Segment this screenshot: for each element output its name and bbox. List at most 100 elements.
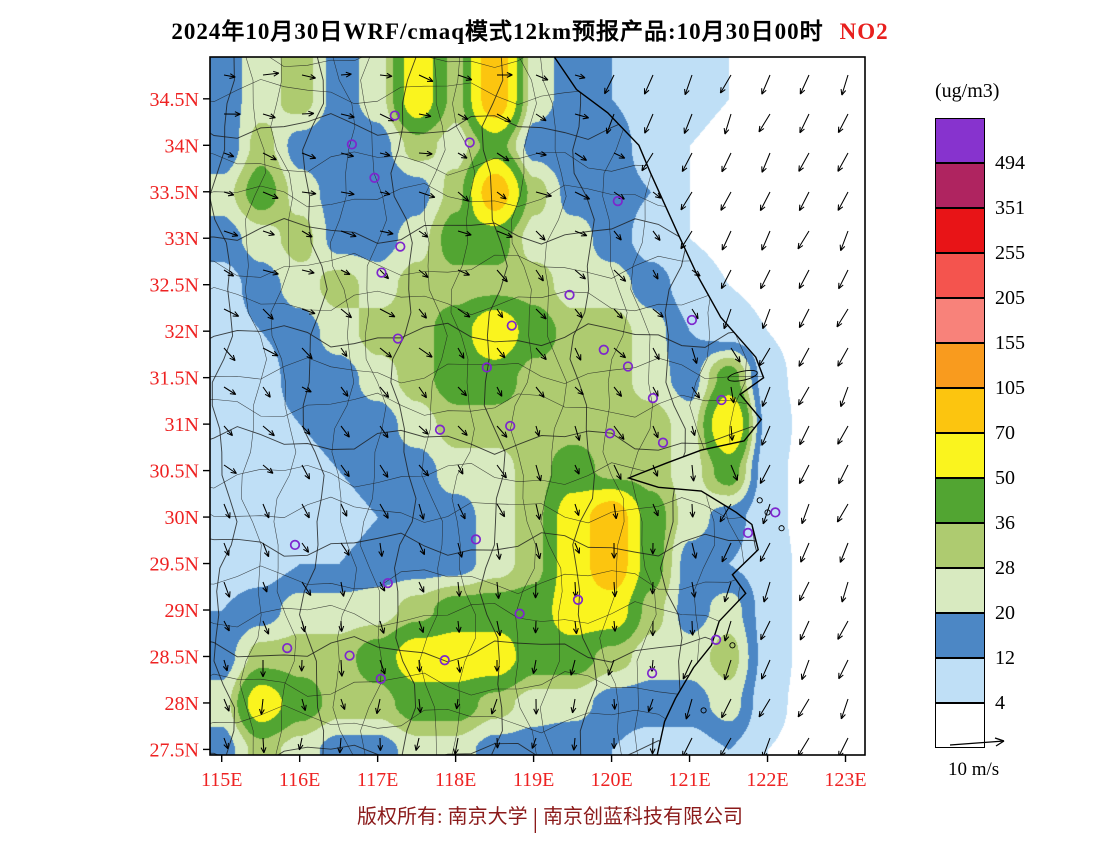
legend-color-box — [935, 433, 985, 478]
coastline — [553, 57, 765, 755]
station-marker — [598, 344, 609, 355]
copyright-footer: 版权所有: 南京大学 | 南京创蓝科技有限公司 — [0, 800, 1100, 834]
lat-axis-label: 34.5N — [150, 89, 199, 111]
chart-title-text: 2024年10月30日WRF/cmaq模式12km预报产品:10月30日00时 — [171, 19, 824, 44]
legend-color-box — [935, 208, 985, 253]
legend-color-box — [935, 118, 985, 163]
legend-value-label: 155 — [995, 332, 1025, 354]
station-marker — [572, 594, 584, 605]
station-marker — [369, 172, 380, 183]
station-marker — [439, 655, 450, 666]
station-marker — [376, 267, 387, 278]
station-marker — [346, 139, 358, 150]
concentration-field-canvas — [210, 57, 865, 755]
lat-axis-label: 31N — [165, 414, 199, 436]
legend-value-label: 105 — [995, 377, 1025, 399]
lat-axis-label: 30N — [165, 507, 199, 529]
station-marker — [470, 534, 482, 545]
legend-color-box — [935, 703, 985, 748]
copyright-right: 南京创蓝科技有限公司 — [542, 806, 743, 828]
station-marker — [710, 634, 722, 645]
wind-reference: 10 m/s — [948, 736, 1038, 781]
station-marker — [604, 428, 616, 439]
legend-value-label: 255 — [995, 242, 1025, 264]
station-marker — [395, 241, 406, 252]
legend-value-label: 28 — [995, 557, 1015, 579]
legend-value-label: 351 — [995, 197, 1025, 219]
station-marker — [289, 539, 301, 551]
lon-axis-label: 120E — [590, 769, 632, 791]
wind-reference-arrow-icon — [949, 737, 1005, 747]
legend-color-box — [935, 388, 985, 433]
copyright-separator: | — [532, 803, 538, 833]
island-outline — [729, 642, 736, 649]
lat-axis-label: 30.5N — [150, 461, 199, 483]
lon-axis-label: 118E — [435, 769, 476, 791]
legend-value-label: 36 — [995, 512, 1015, 534]
station-marker — [716, 394, 727, 406]
lat-axis-label: 29.5N — [150, 554, 199, 576]
pollutant-label: NO2 — [839, 19, 889, 44]
station-marker — [612, 195, 623, 207]
lat-axis-label: 32.5N — [150, 275, 199, 297]
legend-color-box — [935, 478, 985, 523]
lat-axis-label: 27.5N — [150, 739, 199, 761]
station-marker — [647, 392, 659, 404]
lon-axis-label: 116E — [279, 769, 320, 791]
station-marker — [686, 314, 698, 326]
legend-value-label: 50 — [995, 467, 1015, 489]
lon-axis-label: 123E — [824, 769, 866, 791]
station-marker — [464, 137, 475, 148]
station-marker — [382, 577, 393, 589]
legend-value-label: 494 — [995, 152, 1025, 174]
lon-axis-label: 117E — [357, 769, 398, 791]
lat-axis-label: 33N — [165, 228, 199, 250]
lat-axis-label: 34N — [165, 135, 199, 157]
legend-color-box — [935, 658, 985, 703]
station-marker — [564, 289, 575, 301]
lon-axis-label: 121E — [668, 769, 710, 791]
legend-value-label: 20 — [995, 602, 1015, 624]
lat-axis-label: 32N — [165, 321, 199, 343]
legend-color-scale — [935, 118, 985, 748]
wind-vector-field — [222, 70, 849, 755]
legend-color-box — [935, 253, 985, 298]
legend-value-label: 70 — [995, 422, 1015, 444]
station-marker — [434, 424, 446, 435]
lat-axis-label: 33.5N — [150, 182, 199, 204]
lon-axis-label: 115E — [201, 769, 242, 791]
legend-color-box — [935, 298, 985, 343]
station-marker — [282, 642, 293, 654]
copyright-left: 版权所有: 南京大学 — [357, 806, 528, 828]
lon-axis-label: 119E — [513, 769, 554, 791]
legend-color-box — [935, 568, 985, 613]
station-marker — [344, 650, 355, 661]
station-marker — [622, 361, 634, 372]
island-outline — [700, 707, 707, 714]
station-marker — [505, 420, 516, 432]
wind-reference-label: 10 m/s — [948, 759, 1000, 780]
chart-title: 2024年10月30日WRF/cmaq模式12km预报产品:10月30日00时 N… — [0, 12, 1060, 46]
legend-value-label: 12 — [995, 647, 1015, 669]
station-marker — [481, 362, 492, 373]
island-outline — [756, 497, 763, 504]
legend-value-label: 205 — [995, 287, 1025, 309]
island-outline — [778, 525, 785, 532]
lat-axis-label: 29N — [165, 600, 199, 622]
station-marker — [375, 673, 386, 684]
station-markers — [282, 110, 781, 684]
color-legend: (ug/m3) 494 351 255 205 155 105 70 50 36 28 20 12 4 — [935, 80, 1085, 748]
legend-value-label: 4 — [995, 692, 1005, 714]
lat-axis-label: 28.5N — [150, 646, 199, 668]
station-marker — [389, 110, 400, 121]
station-marker — [657, 437, 669, 448]
legend-color-box — [935, 163, 985, 208]
lat-axis-label: 28N — [165, 693, 199, 715]
station-marker — [770, 507, 781, 518]
plot-frame — [209, 56, 866, 756]
lon-axis-label: 122E — [746, 769, 788, 791]
station-marker — [392, 333, 404, 344]
station-marker — [514, 608, 525, 619]
